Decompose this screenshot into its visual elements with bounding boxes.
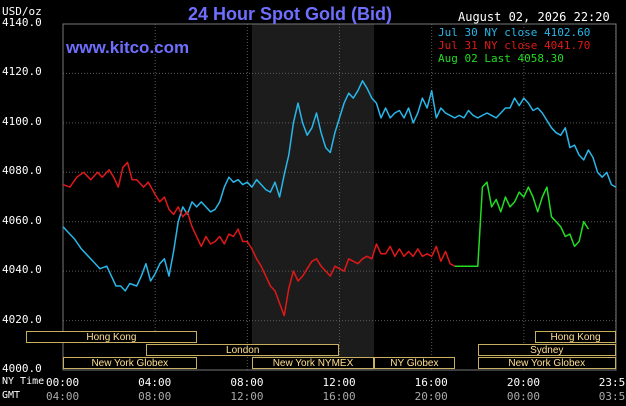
- gmt-tick: 03:59: [598, 390, 626, 403]
- market-session-1: London: [145, 344, 340, 356]
- legend-swatch: Jul 30 NY close 4102.60: [438, 26, 591, 39]
- gmt-tick: 12:00: [230, 390, 264, 403]
- market-session-5: Hong Kong: [535, 331, 616, 343]
- ny-time-row-label: NY Time: [2, 376, 45, 387]
- gmt-tick: 08:00: [138, 390, 172, 403]
- price-lines: [62, 80, 617, 317]
- ny-time-tick: 00:00: [46, 376, 80, 389]
- chart-datetime: August 02, 2026 22:20: [458, 10, 610, 24]
- ny-time-tick: 12:00: [322, 376, 356, 389]
- y-tick-label: 4100.0: [2, 114, 42, 128]
- legend-item-jul30: Jul 30 NY close 4102.60: [438, 26, 590, 39]
- plot-border: [62, 23, 617, 371]
- market-session-6: Sydney: [477, 344, 616, 356]
- legend-item-jul31: Jul 31 NY close 4041.70: [438, 39, 590, 52]
- market-session-0: Hong Kong: [26, 331, 197, 343]
- legend-swatch: Jul 31 NY close 4041.70: [438, 39, 591, 52]
- y-tick-label: 4060.0: [2, 213, 42, 227]
- gmt-tick: 04:00: [46, 390, 80, 403]
- series-line-1: [62, 161, 456, 317]
- legend-swatch: Aug 02 Last 4058.30: [438, 52, 564, 65]
- y-tick-label: 4140.0: [2, 16, 42, 29]
- gmt-tick: 20:00: [414, 390, 448, 403]
- chart-grid: [62, 23, 617, 371]
- series-line-2: [454, 181, 590, 267]
- market-session-2: New York Globex: [63, 357, 197, 369]
- ny-time-tick: 23:59: [598, 376, 626, 389]
- market-session-4: NY Globex: [374, 357, 455, 369]
- y-tick-label: 4080.0: [2, 164, 42, 178]
- gmt-row-label: GMT: [2, 390, 21, 401]
- legend-item-aug02: Aug 02 Last 4058.30: [438, 52, 564, 65]
- site-link[interactable]: www.kitco.com: [66, 38, 190, 57]
- ny-time-tick: 04:00: [138, 376, 172, 389]
- y-tick-label: 4040.0: [2, 263, 42, 277]
- y-tick-label: 4020.0: [2, 312, 42, 326]
- market-session-7: New York Globex: [477, 357, 616, 369]
- y-tick-label: 4000.0: [2, 362, 42, 375]
- ny-time-tick: 16:00: [414, 376, 448, 389]
- nymex-shaded-region: [251, 24, 375, 370]
- nymex-shade-rect: [251, 24, 375, 370]
- market-session-3: New York NYMEX: [251, 357, 375, 369]
- gmt-tick: 00:00: [506, 390, 540, 403]
- ny-time-tick: 08:00: [230, 376, 264, 389]
- chart-title: 24 Hour Spot Gold (Bid): [188, 4, 392, 24]
- ny-time-tick: 20:00: [506, 376, 540, 389]
- y-tick-label: 4120.0: [2, 65, 42, 79]
- series-line-0: [62, 80, 617, 292]
- unit-label: USD/oz: [2, 5, 42, 18]
- gmt-tick: 16:00: [322, 390, 356, 403]
